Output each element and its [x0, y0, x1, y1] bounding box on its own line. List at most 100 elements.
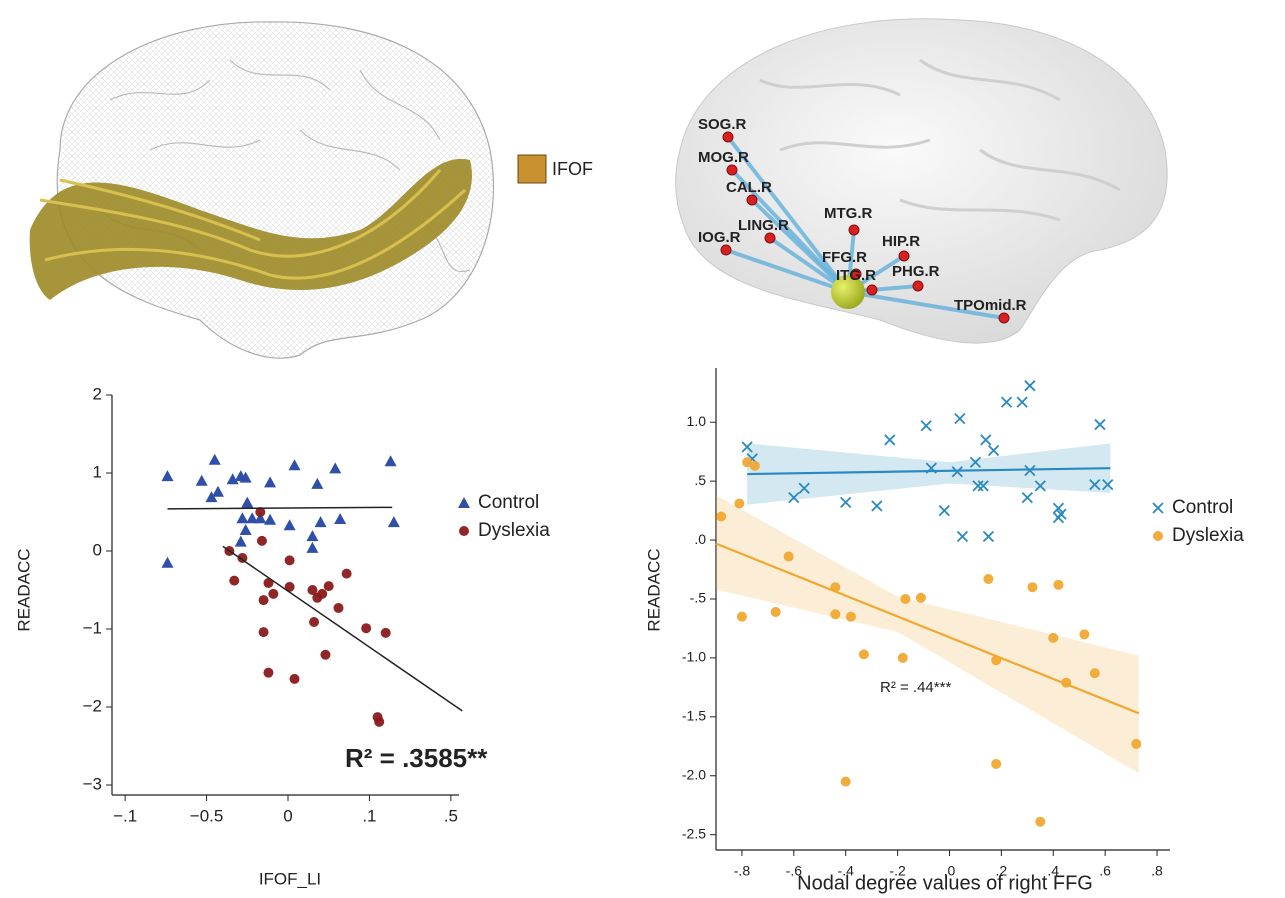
point	[209, 454, 221, 465]
point	[1048, 633, 1058, 643]
point	[846, 612, 856, 622]
point	[381, 628, 391, 638]
network-node	[765, 233, 775, 243]
point	[311, 478, 323, 489]
y-axis-label: READACC	[644, 548, 663, 631]
y-tick-label: 1	[93, 462, 102, 481]
point	[716, 511, 726, 521]
x-tick-label: .5	[444, 806, 458, 825]
point	[161, 557, 173, 568]
point	[1022, 493, 1032, 503]
point	[1017, 397, 1027, 407]
point	[1035, 817, 1045, 827]
x-tick-label: −.1	[113, 806, 137, 825]
point	[259, 595, 269, 605]
point	[841, 497, 851, 507]
x-axis-label: Nodal degree values of right FFG	[797, 872, 1093, 894]
point	[342, 569, 352, 579]
point	[1095, 420, 1105, 430]
point	[734, 499, 744, 509]
point	[981, 435, 991, 445]
point	[320, 650, 330, 660]
point	[290, 674, 300, 684]
y-tick-label: 2	[93, 384, 102, 403]
x-tick-label: .8	[1151, 863, 1163, 879]
point	[859, 649, 869, 659]
point	[259, 627, 269, 637]
x-axis-label: IFOF_LI	[259, 869, 321, 888]
node-label: SOG.R	[698, 116, 747, 133]
point	[957, 532, 967, 542]
y-tick-label: −2	[83, 696, 102, 715]
network-node	[999, 313, 1009, 323]
point	[1053, 580, 1063, 590]
point	[312, 593, 322, 603]
point	[841, 777, 851, 787]
point	[898, 653, 908, 663]
node-label: MOG.R	[698, 149, 749, 166]
confidence-band	[716, 495, 1139, 773]
x-tick-label: −0.5	[190, 806, 224, 825]
node-label: TPOmid.R	[954, 297, 1027, 314]
y-tick-label: -1.0	[682, 649, 706, 665]
point	[333, 603, 343, 613]
y-tick-label: -2.0	[682, 766, 706, 782]
point	[921, 421, 931, 431]
point	[264, 476, 276, 487]
point	[830, 609, 840, 619]
point	[1053, 513, 1063, 523]
y-tick-label: .0	[694, 531, 706, 547]
legend-marker	[459, 526, 469, 536]
y-tick-label: -2.5	[682, 825, 706, 841]
node-label: HIP.R	[882, 233, 920, 250]
node-label: LING.R	[738, 217, 789, 234]
x-tick-label: .1	[362, 806, 376, 825]
x-tick-label: 0	[283, 806, 292, 825]
point	[885, 435, 895, 445]
x-tick-label: -.8	[734, 863, 751, 879]
point	[229, 576, 239, 586]
point	[1002, 397, 1012, 407]
point	[196, 475, 208, 486]
point	[324, 581, 334, 591]
node-label: IOG.R	[698, 229, 741, 246]
legend-marker	[1153, 503, 1163, 513]
point	[309, 617, 319, 627]
node-label: ITG.R	[836, 267, 876, 284]
legend-label: Dyslexia	[478, 520, 550, 541]
point	[1090, 668, 1100, 678]
point	[285, 555, 295, 565]
point	[374, 717, 384, 727]
y-tick-label: 1.0	[687, 413, 707, 429]
point	[284, 519, 296, 530]
point	[161, 470, 173, 481]
x-tick-label: .6	[1099, 863, 1111, 879]
point	[388, 516, 400, 527]
point	[268, 589, 278, 599]
legend-label: Control	[1172, 497, 1233, 518]
brain-network-image: SOG.RMOG.RCAL.RLING.RIOG.RMTG.RHIP.RFFG.…	[676, 19, 1167, 343]
point	[737, 612, 747, 622]
point	[240, 524, 252, 535]
point	[235, 536, 247, 547]
point	[257, 536, 267, 546]
figure: IFOF SOG.RMOG.RCAL.RLING.RIOG.RMTG.RHIP.…	[0, 0, 1285, 898]
point	[236, 512, 248, 523]
point	[983, 532, 993, 542]
point	[385, 455, 397, 466]
point	[983, 574, 993, 584]
point	[784, 552, 794, 562]
legend-label: Dyslexia	[1172, 525, 1244, 546]
point	[1079, 629, 1089, 639]
point	[916, 593, 926, 603]
node-label: CAL.R	[726, 179, 772, 196]
point	[315, 516, 327, 527]
point	[1028, 582, 1038, 592]
y-tick-label: -.5	[690, 590, 707, 606]
y-tick-label: −3	[83, 774, 102, 793]
point	[212, 486, 224, 497]
point	[334, 513, 346, 524]
network-node	[747, 195, 757, 205]
legend-marker	[458, 497, 470, 508]
